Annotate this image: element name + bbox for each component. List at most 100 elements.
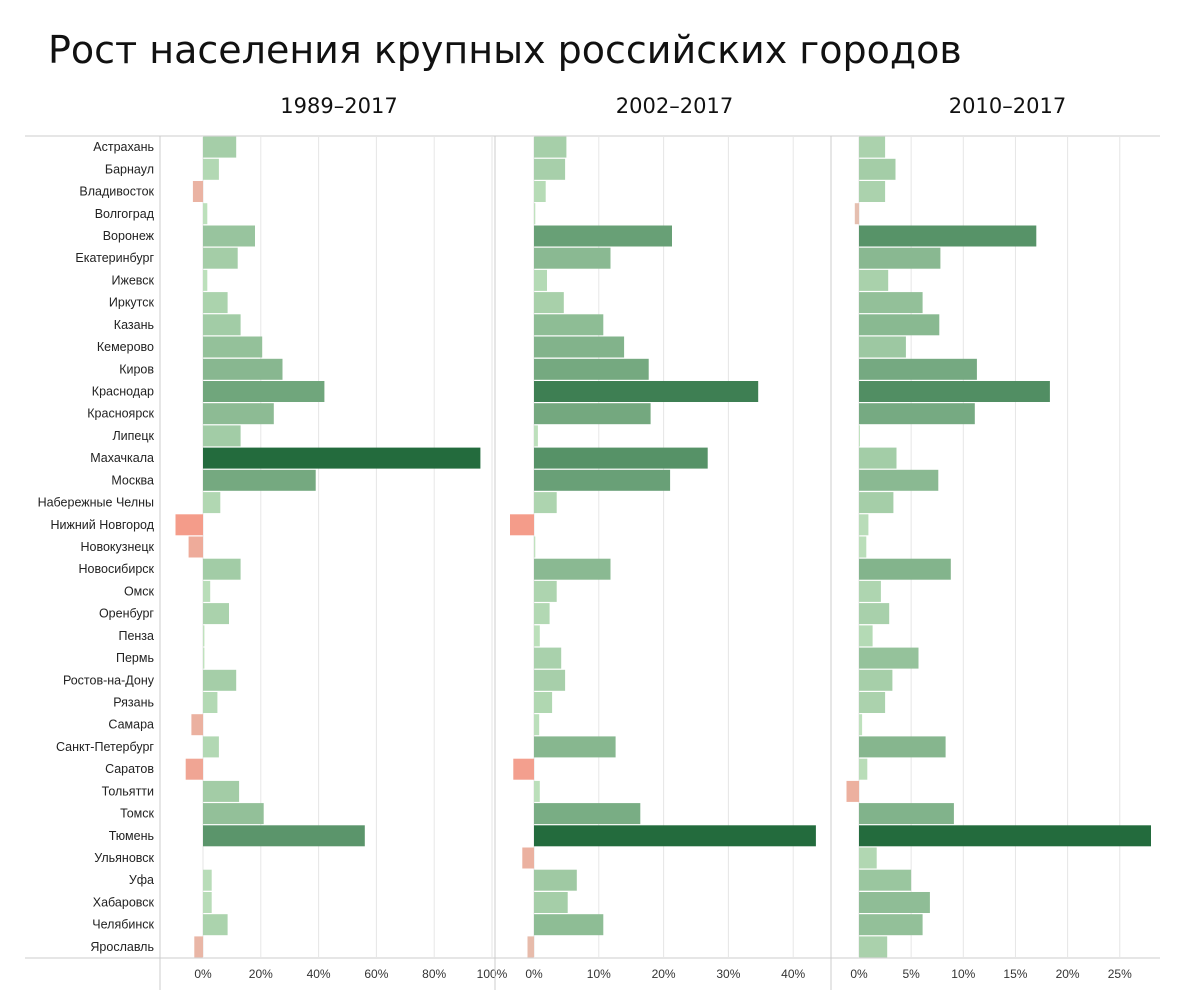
bar-Астрахань <box>859 136 886 158</box>
city-label: Липецк <box>112 429 154 443</box>
bar-Томск <box>859 803 954 825</box>
bar-Владивосток <box>192 181 203 202</box>
bar-Барнаул <box>534 158 566 180</box>
bar-Ульяновск <box>522 847 534 869</box>
bar-Самара <box>859 714 863 736</box>
bar-Воронеж <box>859 225 1037 247</box>
city-label: Саратов <box>105 762 154 776</box>
bar-Рязань <box>534 692 553 713</box>
bar-Иркутск <box>859 292 923 314</box>
bar-Ижевск <box>203 269 208 291</box>
bar-Волгоград <box>203 203 208 225</box>
bar-Набережные Челны <box>534 492 557 514</box>
city-label: Екатеринбург <box>75 251 154 265</box>
bar-Волгоград <box>854 203 859 225</box>
panel-title: 1989–2017 <box>280 94 397 118</box>
city-label: Оренбург <box>99 607 154 621</box>
bar-Тольятти <box>534 780 540 802</box>
city-label: Новосибирск <box>79 562 155 576</box>
bar-Уфа <box>534 869 577 891</box>
bar-Махачкала <box>534 447 708 469</box>
x-tick-label: 15% <box>1003 967 1027 981</box>
bar-Краснодар <box>203 381 325 402</box>
bar-Ростов-на-Дону <box>203 669 237 691</box>
bar-Тольятти <box>203 780 240 802</box>
x-tick-label: 80% <box>422 967 446 981</box>
bar-Саратов <box>185 758 203 780</box>
bar-Красноярск <box>534 403 651 425</box>
city-label: Тольятти <box>102 784 154 798</box>
bar-Махачкала <box>859 447 897 469</box>
bar-Оренбург <box>203 603 229 625</box>
city-label: Ульяновск <box>94 851 154 865</box>
city-label: Санкт-Петербург <box>56 740 154 754</box>
bar-Томск <box>203 803 264 825</box>
city-label: Красноярск <box>87 407 154 421</box>
bar-Набережные Челны <box>203 492 221 514</box>
x-tick-label: 5% <box>902 967 920 981</box>
panel-2002–2017: 2002–2017 0% 10% 20% 30% 40% <box>494 94 816 990</box>
bar-Новосибирск <box>859 558 951 580</box>
city-label: Набережные Челны <box>38 496 154 510</box>
city-label: Махачкала <box>90 451 154 465</box>
bar-Санкт-Петербург <box>859 736 946 758</box>
bar-Омск <box>534 580 557 602</box>
chart-title: Рост населения крупных российских городо… <box>48 28 962 72</box>
city-label: Пермь <box>116 651 154 665</box>
bar-Уфа <box>859 869 912 891</box>
x-tick-label: 25% <box>1108 967 1132 981</box>
city-label: Воронеж <box>103 229 155 243</box>
city-label: Ярославль <box>90 940 154 954</box>
city-label: Новокузнецк <box>80 540 154 554</box>
x-tick-label: 0% <box>850 967 868 981</box>
city-label: Казань <box>114 318 154 332</box>
bar-Киров <box>534 358 649 380</box>
city-label: Нижний Новгород <box>51 518 155 532</box>
bar-Екатеринбург <box>203 247 238 269</box>
bar-Махачкала <box>203 447 481 469</box>
x-tick-label: 10% <box>587 967 611 981</box>
bar-Санкт-Петербург <box>534 736 616 758</box>
x-tick-label: 0% <box>525 967 543 981</box>
x-tick-label: 20% <box>249 967 273 981</box>
x-tick-label: 0% <box>194 967 212 981</box>
city-label: Астрахань <box>93 140 154 154</box>
bar-Астрахань <box>203 136 237 158</box>
bar-Пермь <box>534 647 562 669</box>
bar-Липецк <box>859 425 860 447</box>
city-label: Ижевск <box>111 273 154 287</box>
bar-Астрахань <box>534 136 567 158</box>
bar-Нижний Новгород <box>859 514 869 536</box>
bar-Тюмень <box>203 825 365 847</box>
bar-Пенза <box>203 625 205 647</box>
bar-Кемерово <box>534 336 625 358</box>
city-label: Пенза <box>118 629 154 643</box>
bar-Владивосток <box>534 181 546 202</box>
bar-Новосибирск <box>534 558 611 580</box>
bar-Екатеринбург <box>859 247 941 269</box>
bar-Барнаул <box>203 158 219 180</box>
bar-Новокузнецк <box>859 536 867 558</box>
bar-Хабаровск <box>203 892 212 913</box>
bar-Хабаровск <box>534 892 568 913</box>
bar-Кемерово <box>859 336 906 358</box>
bar-Хабаровск <box>859 892 930 913</box>
bar-Тольятти <box>846 780 859 802</box>
city-label: Барнаул <box>105 162 154 176</box>
bar-Пермь <box>859 647 919 669</box>
city-label: Ростов-на-Дону <box>63 673 155 687</box>
city-label: Челябинск <box>92 918 154 932</box>
bar-Ярославль <box>859 936 888 958</box>
bar-Иркутск <box>534 292 564 314</box>
bar-Новокузнецк <box>188 536 203 558</box>
bar-Липецк <box>203 425 241 447</box>
bar-Ижевск <box>534 269 547 291</box>
bar-Москва <box>534 469 671 491</box>
bar-Ярославль <box>527 936 534 958</box>
bar-Тюмень <box>859 825 1151 847</box>
bar-Краснодар <box>534 381 759 402</box>
bar-Оренбург <box>859 603 890 625</box>
bar-Новосибирск <box>203 558 241 580</box>
x-tick-label: 40% <box>307 967 331 981</box>
bar-Красноярск <box>859 403 975 425</box>
